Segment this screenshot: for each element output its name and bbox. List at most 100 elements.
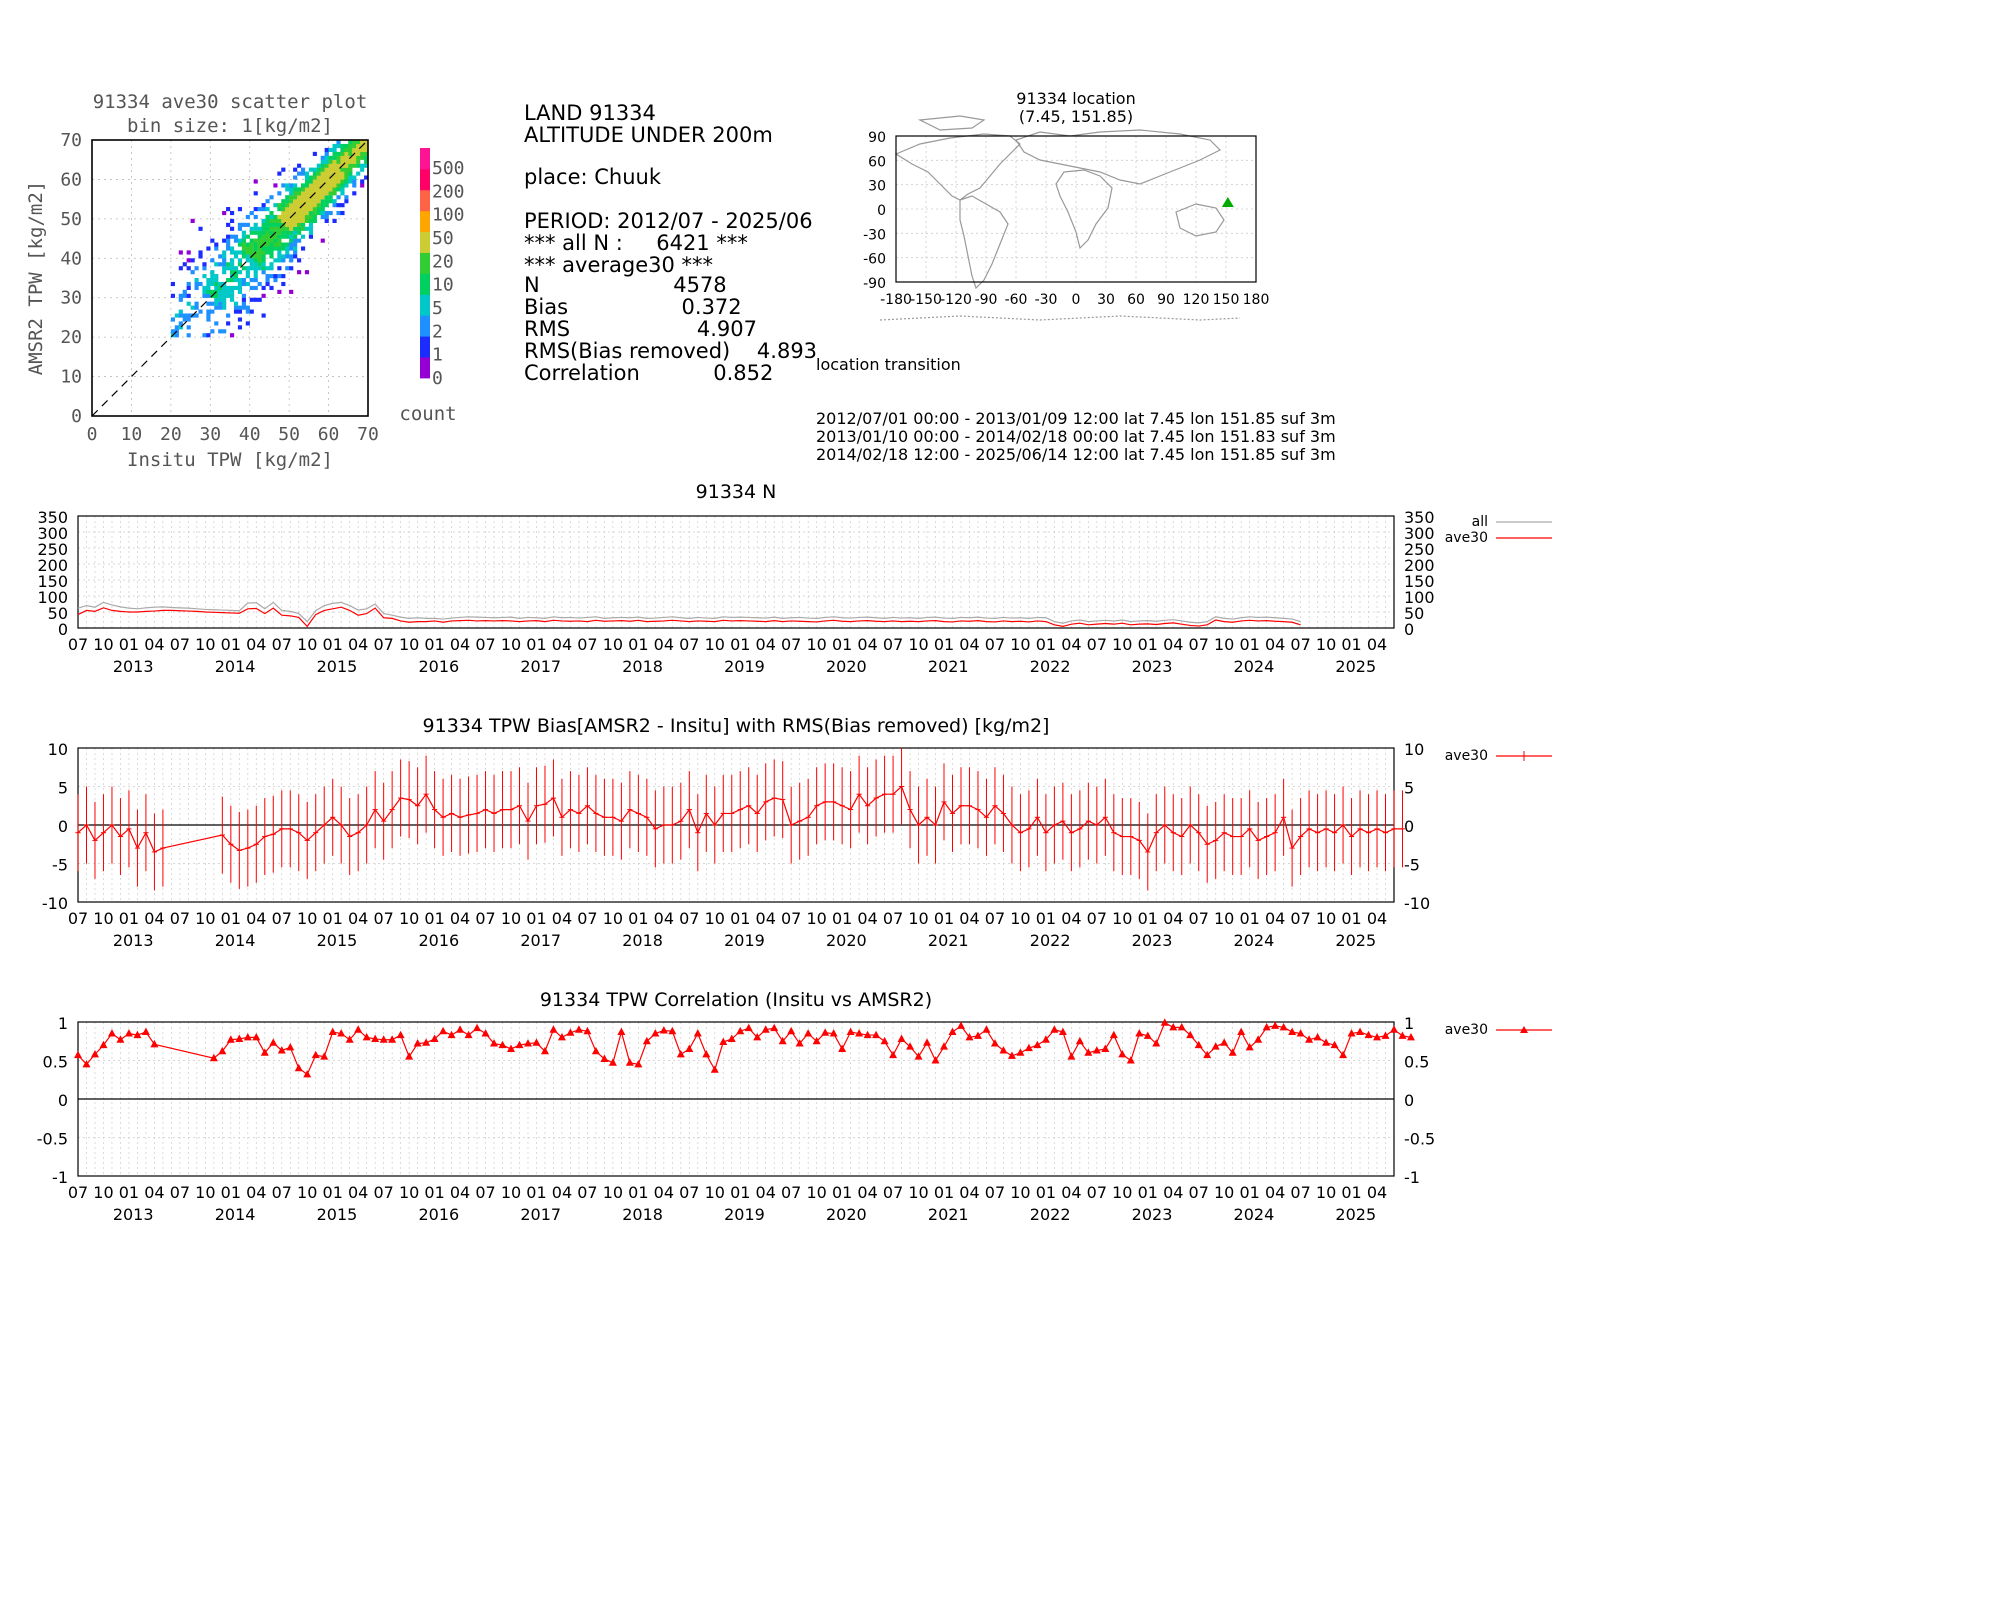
map-lon-label: -60 [1005,292,1028,308]
scatter-cell [360,151,365,156]
scatter-cell [304,203,310,208]
scatter-cell [297,199,302,204]
panel-month-label: 07 [1189,1183,1209,1202]
scatter-cell [261,230,266,235]
scatter-cell [344,199,349,204]
panel-frame [77,1021,1395,1177]
scatter-cell [293,250,298,255]
correlation-point [286,1043,295,1051]
map-lon-label: 120 [1183,292,1210,308]
correlation-point [1245,1043,1254,1051]
scatter-cell [308,207,313,212]
scatter-cell [293,207,298,212]
info-line: *** all N : 6421 *** [524,231,748,256]
scatter-cell [277,222,282,227]
scatter-cell [293,238,298,243]
correlation-point [600,1054,609,1062]
panel-year-label: 2014 [215,931,256,950]
scatter-x-tick-label: 50 [278,424,300,445]
scatter-cell [233,234,239,239]
panel-month-label: 07 [883,1183,903,1202]
scatter-cell [202,285,207,291]
panel-month-label: 01 [1036,635,1056,654]
panel-y-tick-label-right: -0.5 [1404,1130,1435,1149]
panel-month-label: 01 [628,635,648,654]
map-lat-label: 90 [868,130,886,146]
scatter-cell [285,195,290,200]
scatter-cell [230,218,235,223]
panel-y-tick-label: 0.5 [43,1053,68,1072]
scatter-cell [281,254,286,259]
scatter-cell [277,254,282,259]
panel-month-label: 04 [959,909,979,928]
correlation-point [133,1030,142,1039]
panel-month-label: 01 [934,909,954,928]
scatter-cell [332,183,337,188]
scatter-cell [360,155,365,160]
scatter-cell [300,191,306,196]
correlation-point [1160,1018,1169,1026]
info-line: *** average30 *** [524,253,714,278]
map-lat-label: -60 [863,252,886,268]
scatter-cell [226,238,231,243]
scatter-cell [261,254,266,259]
info-line: Bias 0.372 [524,296,742,321]
correlation-point [150,1039,159,1048]
correlation-point [1152,1039,1161,1047]
panel-y-tick-label-right: 200 [1404,556,1435,575]
scatter-cell [206,285,211,291]
scatter-cell [332,151,337,156]
panel-month-label: 10 [908,635,928,654]
panel-month-label: 10 [501,909,521,928]
panel-month-label: 10 [1214,1183,1234,1202]
scatter-cell [174,333,179,338]
scatter-cell [174,325,179,330]
scatter-cell [312,167,317,172]
scatter-cell [230,333,235,338]
scatter-cell [249,246,254,251]
scatter-cell [332,167,337,172]
scatter-cell [304,207,310,212]
scatter-cell [233,278,239,283]
panel-year-label: 2025 [1335,657,1376,676]
scatter-cell [289,210,294,216]
scatter-cell [233,266,239,271]
panel-month-label: 10 [1214,635,1234,654]
scatter-cell [218,329,223,334]
correlation-point [1211,1042,1220,1050]
scatter-cell [273,242,278,247]
panel-month-label: 07 [577,635,597,654]
scatter-cell [174,313,179,318]
panel-month-label: 10 [195,635,215,654]
correlation-point [778,1036,787,1045]
scatter-cell [222,289,227,294]
correlation-point [829,1029,838,1037]
scatter-cell [245,246,250,251]
correlation-point [821,1028,830,1036]
correlation-point [617,1027,626,1036]
scatter-cell [324,199,329,204]
panel-year-label: 2025 [1335,931,1376,950]
scatter-cell [289,191,294,196]
scatter-cell [328,199,333,204]
scatter-cell [356,147,361,153]
scatter-cell [348,159,353,164]
scatter-cell [277,203,282,208]
scatter-cell [253,274,258,279]
panel-title: 91334 TPW Correlation (Insitu vs AMSR2) [540,989,932,1011]
panel-year-label: 2024 [1234,657,1275,676]
series-line-all [77,601,1301,624]
scatter-cell [249,250,254,255]
panel-month-label: 07 [373,635,393,654]
scatter-cell [332,187,337,192]
scatter-cell [297,258,302,263]
scatter-cell [364,155,369,160]
scatter-cell [344,143,349,149]
colorbar-segment [420,315,430,337]
scatter-cell [320,159,325,164]
scatter-cell [245,270,250,275]
scatter-cell [304,179,310,184]
scatter-cell [324,195,329,200]
panel-month-label: 10 [908,1183,928,1202]
scatter-cell [194,278,199,283]
